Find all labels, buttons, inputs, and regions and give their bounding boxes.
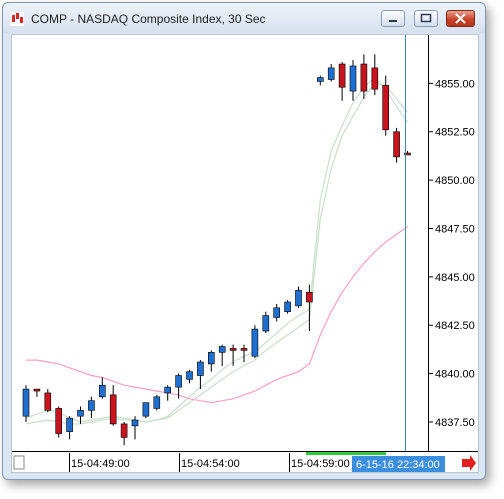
moving-average-line	[26, 226, 408, 404]
candle-up[interactable]	[77, 410, 84, 417]
candle-down[interactable]	[371, 67, 379, 90]
candle-down[interactable]	[404, 152, 411, 156]
scroll-indicator	[306, 452, 386, 455]
candle-down[interactable]	[120, 423, 128, 438]
moving-average-line	[25, 82, 408, 425]
time-axis[interactable]: 15-04:49:00 15-04:54:00 15-04:59:00 6-15…	[12, 451, 478, 473]
cursor-time-label: 6-15-16 22:34:00	[356, 459, 440, 471]
price-label: 4842.50	[435, 320, 475, 332]
candle-up[interactable]	[88, 400, 95, 411]
candle-down[interactable]	[240, 348, 248, 351]
candle-up[interactable]	[22, 388, 30, 417]
candle-up[interactable]	[295, 290, 302, 307]
candle-up[interactable]	[327, 67, 335, 80]
moving-average-line	[25, 76, 408, 423]
price-label: 4855.00	[435, 78, 475, 90]
candle-down[interactable]	[338, 63, 346, 88]
candle-down[interactable]	[55, 408, 63, 434]
close-icon	[455, 13, 466, 24]
title-bar[interactable]: COMP - NASDAQ Composite Index, 30 Sec	[3, 3, 485, 33]
candle-up[interactable]	[186, 371, 193, 380]
price-axis[interactable]: 4837.50 4840.00 4842.50 4845.00 4847.50 4850.…	[428, 78, 475, 429]
candle-down[interactable]	[44, 392, 52, 411]
candle-up[interactable]	[316, 77, 324, 82]
candle-up[interactable]	[197, 361, 204, 376]
maximize-button[interactable]	[414, 10, 438, 27]
candle-up[interactable]	[262, 315, 270, 332]
candle-up[interactable]	[208, 352, 215, 365]
candle-up[interactable]	[251, 328, 259, 357]
candle-layer	[22, 54, 411, 446]
price-label: 4845.00	[435, 272, 475, 284]
candle-down[interactable]	[360, 63, 368, 92]
candle-down[interactable]	[306, 292, 313, 303]
time-label: 15-04:54:00	[181, 458, 240, 470]
time-label: 15-04:59:00	[291, 458, 350, 470]
close-button[interactable]	[446, 10, 475, 27]
price-label: 4840.00	[435, 369, 475, 381]
moving-average-layer	[25, 76, 408, 425]
candle-up[interactable]	[153, 396, 161, 409]
candle-up[interactable]	[66, 417, 73, 432]
candle-up[interactable]	[142, 402, 150, 417]
candle-up[interactable]	[218, 346, 226, 353]
candle-down[interactable]	[382, 85, 390, 131]
minimize-icon	[389, 20, 397, 22]
candle-up[interactable]	[131, 419, 139, 427]
candle-down[interactable]	[109, 394, 117, 425]
candlestick-chart[interactable]: 4837.50 4840.00 4842.50 4845.00 4847.50 4850.…	[12, 35, 478, 472]
candle-up[interactable]	[284, 301, 291, 312]
chart-window: COMP - NASDAQ Composite Index, 30 Sec 48…	[2, 2, 486, 480]
chart-plot-area[interactable]: 4837.50 4840.00 4842.50 4845.00 4847.50 4850.…	[11, 34, 479, 473]
candle-up[interactable]	[349, 65, 357, 92]
price-label: 4847.50	[435, 223, 475, 235]
candle-down[interactable]	[33, 388, 41, 392]
candle-up[interactable]	[164, 386, 171, 394]
time-axis-scroll-box[interactable]	[13, 455, 25, 470]
price-label: 4850.00	[435, 175, 475, 187]
price-label: 4837.50	[435, 417, 475, 429]
minimize-button[interactable]	[381, 10, 405, 27]
price-label: 4852.50	[435, 127, 475, 139]
candle-up[interactable]	[175, 375, 182, 388]
candle-up[interactable]	[273, 307, 281, 318]
window-title: COMP - NASDAQ Composite Index, 30 Sec	[31, 12, 266, 26]
chart-app-icon	[10, 12, 24, 26]
time-label: 15-04:49:00	[71, 458, 130, 470]
candle-down[interactable]	[393, 131, 400, 158]
candle-down[interactable]	[229, 348, 237, 351]
maximize-icon	[420, 13, 432, 23]
cursor-time-badge	[352, 456, 445, 472]
candle-up[interactable]	[99, 384, 106, 398]
right-arrow-icon[interactable]	[462, 455, 476, 471]
